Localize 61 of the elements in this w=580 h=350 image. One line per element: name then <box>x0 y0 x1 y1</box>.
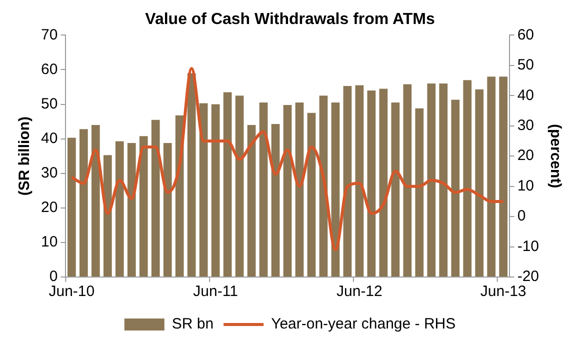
bar <box>499 76 508 276</box>
y-tick-label: 20 <box>40 199 58 216</box>
bar <box>307 112 316 276</box>
bar <box>415 108 424 276</box>
bar <box>163 142 172 276</box>
y2-tick-label: 20 <box>517 147 534 164</box>
y-tick-label: 10 <box>40 234 58 251</box>
y-tick-label: 50 <box>40 95 58 112</box>
bar <box>199 103 208 276</box>
bar <box>103 155 112 276</box>
bar <box>439 84 448 276</box>
x-tick-label: Jun-12 <box>336 283 382 300</box>
y-tick-label: 60 <box>40 60 58 78</box>
bar <box>115 141 124 276</box>
y2-tick-label: -20 <box>517 268 540 286</box>
x-tick-label: Jun-13 <box>480 283 526 300</box>
chart-title: Value of Cash Withdrawals from ATMs <box>145 11 435 28</box>
bar <box>475 89 484 276</box>
bar <box>379 88 388 276</box>
bar <box>343 86 352 276</box>
bar <box>259 102 268 276</box>
bar <box>235 96 244 276</box>
y2-tick-label: 50 <box>517 56 534 74</box>
bar <box>68 138 76 276</box>
bar <box>91 125 100 276</box>
bar <box>271 124 280 276</box>
x-tick-label: Jun-10 <box>48 283 95 300</box>
bar <box>487 76 496 276</box>
y2-tick-label: 0 <box>517 208 526 225</box>
y-tick-label: 40 <box>40 130 58 147</box>
line-series <box>70 66 505 252</box>
bar <box>211 104 220 276</box>
bar <box>283 104 292 276</box>
y2-tick-label: -10 <box>517 238 540 255</box>
y-tick-label: 70 <box>40 26 58 44</box>
legend-label: Year-on-year change - RHS <box>271 316 456 333</box>
legend-label: SR bn <box>172 316 214 333</box>
y2-tick-label: 40 <box>517 86 534 104</box>
bar <box>247 125 256 276</box>
y-axis-title: (SR billion) <box>16 116 34 196</box>
bar <box>403 84 412 276</box>
y2-tick-label: 60 <box>517 26 534 44</box>
y2-tick-label: 10 <box>517 177 534 194</box>
bar <box>223 92 232 276</box>
bar <box>355 85 364 276</box>
bar <box>127 142 136 276</box>
bar <box>391 102 400 276</box>
bar <box>463 80 472 276</box>
bar <box>139 136 148 276</box>
x-tick-label: Jun-11 <box>193 283 238 300</box>
y-tick-label: 0 <box>49 268 58 286</box>
y-tick-label: 30 <box>40 164 58 182</box>
y2-tick-label: 30 <box>517 117 534 134</box>
bar <box>367 90 376 276</box>
bar <box>187 73 196 276</box>
bar <box>427 84 436 276</box>
bar <box>151 120 160 276</box>
bar <box>295 102 304 276</box>
y2-axis-title: (percent) <box>546 124 564 188</box>
bar <box>79 129 88 276</box>
bar <box>451 100 460 276</box>
